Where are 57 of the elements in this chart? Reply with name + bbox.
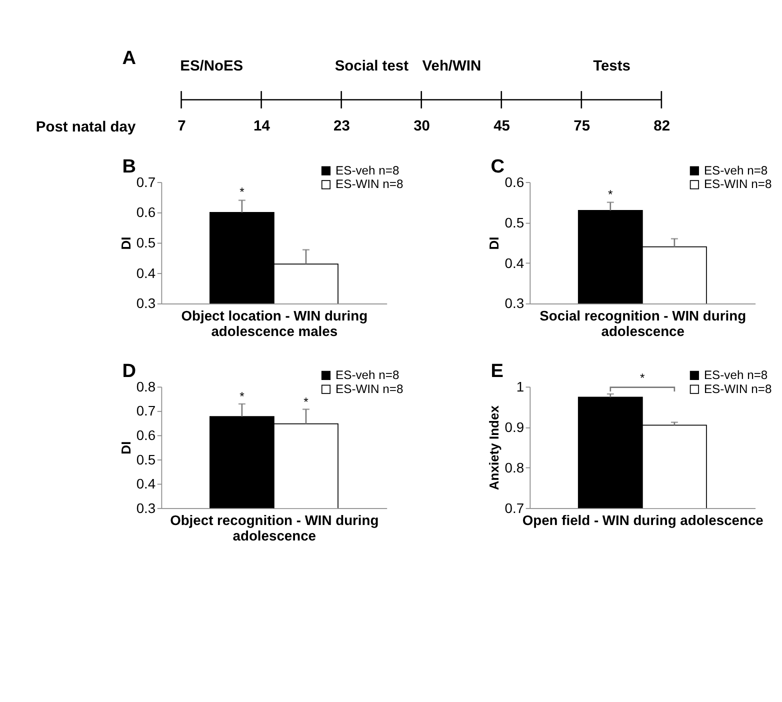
category-label: 45 — [494, 118, 510, 135]
chart-title: E — [490, 361, 504, 382]
legend-label: ES-veh n=8 — [336, 368, 400, 382]
x-axis-title: Open field - WIN during adolescence — [522, 512, 764, 528]
annotation: * — [304, 394, 309, 409]
y-tick-label: 1 — [516, 378, 524, 394]
text: ES/NoES — [180, 58, 244, 74]
text: Veh/WIN — [422, 58, 482, 74]
y-tick-label: 0.8 — [136, 378, 156, 394]
y-tick-label: 0.5 — [136, 451, 156, 468]
y-tick-label: 0.3 — [504, 295, 524, 312]
category-label: 75 — [574, 118, 590, 135]
y-axis-title: DI — [118, 236, 134, 250]
legend-label: ES-WIN n=8 — [336, 177, 404, 192]
y-tick-label: 0.6 — [136, 427, 156, 444]
y-tick-label: 0.3 — [136, 500, 156, 516]
y-tick-label: 0.5 — [136, 234, 156, 251]
y-tick-label: 0.4 — [504, 254, 524, 271]
legend-label: ES-WIN n=8 — [704, 382, 772, 396]
y-tick-label: 0.9 — [504, 418, 524, 435]
x-axis-title: Object recognition - WIN during adolescence — [170, 512, 379, 544]
chart-title: B — [122, 156, 136, 178]
category-label: 30 — [414, 118, 430, 135]
legend-label: ES-WIN n=8 — [704, 177, 772, 192]
category-label: 7 — [178, 118, 186, 135]
text: Post natal day — [36, 119, 136, 136]
annotation: * — [608, 188, 614, 202]
chart-title: C — [490, 156, 505, 178]
y-tick-label: 0.7 — [136, 402, 156, 419]
y-tick-label: 0.6 — [504, 174, 524, 190]
legend-label: ES-veh n=8 — [336, 163, 400, 178]
y-tick-label: 0.5 — [504, 214, 524, 230]
y-tick-label: 0.7 — [136, 174, 156, 190]
y-tick-label: 0.4 — [136, 476, 156, 492]
x-axis-title: Object location - WIN during adolescence males — [181, 307, 368, 339]
category-label: 82 — [654, 118, 670, 135]
y-tick-label: 0.7 — [504, 500, 524, 516]
annotation: * — [240, 185, 245, 200]
y-tick-label: 0.6 — [136, 204, 156, 220]
y-axis-title: DI — [118, 441, 134, 454]
legend-label: ES-WIN n=8 — [336, 382, 404, 396]
text: * — [640, 371, 646, 386]
text: A — [122, 48, 136, 70]
y-tick-label: 0.8 — [504, 459, 524, 476]
y-tick-label: 0.3 — [136, 295, 156, 312]
y-axis-title: DI — [486, 236, 502, 250]
category-label: 23 — [334, 118, 350, 135]
category-label: 14 — [254, 118, 271, 135]
text: Social test — [334, 58, 408, 74]
y-axis-title: Anxiety Index — [486, 404, 502, 490]
text: Tests — [593, 58, 630, 74]
chart-title: D — [122, 361, 136, 382]
x-axis-title: Social recognition - WIN during adolescence — [540, 307, 746, 339]
y-tick-label: 0.4 — [136, 264, 156, 281]
legend-label: ES-veh n=8 — [704, 163, 768, 178]
annotation: * — [240, 389, 245, 404]
legend-label: ES-veh n=8 — [704, 368, 768, 382]
